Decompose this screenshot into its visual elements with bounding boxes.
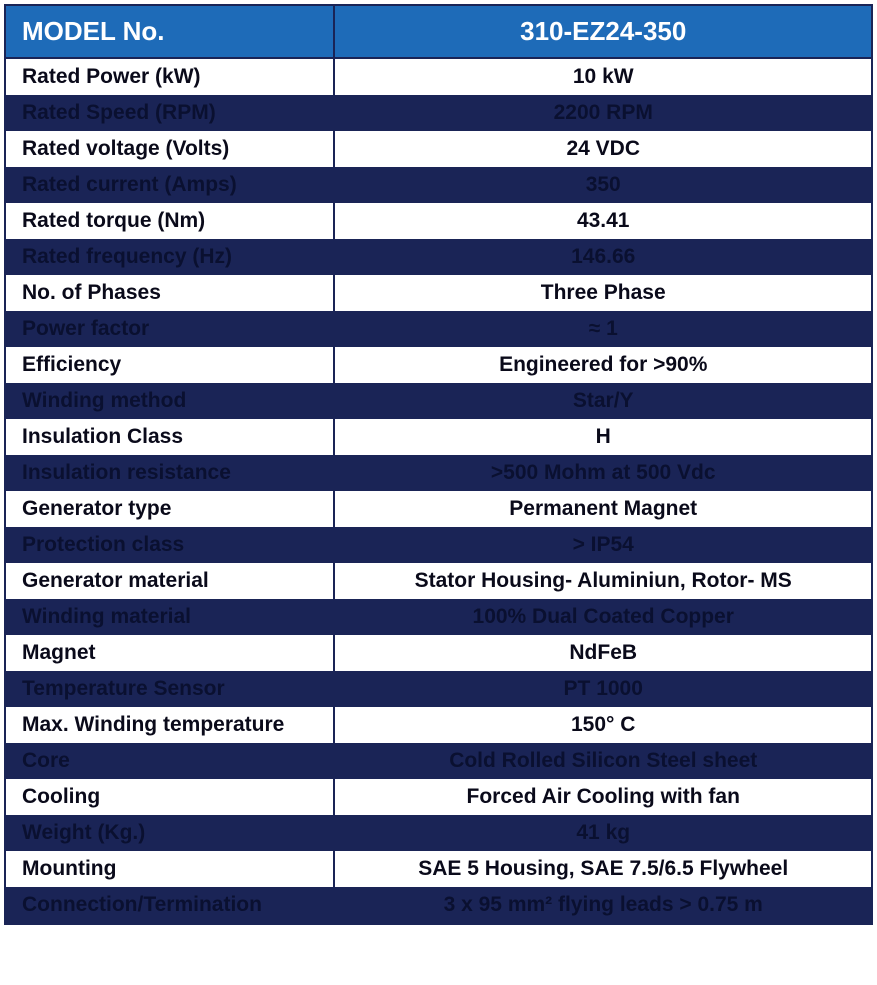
table-row: MagnetNdFeB — [5, 635, 872, 671]
spec-label: Winding material — [5, 599, 334, 635]
spec-label: Protection class — [5, 527, 334, 563]
spec-label: Rated Power (kW) — [5, 58, 334, 95]
spec-value: H — [334, 419, 872, 455]
table-row: Rated voltage (Volts)24 VDC — [5, 131, 872, 167]
table-row: Insulation ClassH — [5, 419, 872, 455]
spec-label: Rated frequency (Hz) — [5, 239, 334, 275]
header-row: MODEL No. 310-EZ24-350 — [5, 5, 872, 58]
spec-label: Insulation Class — [5, 419, 334, 455]
spec-label: Generator type — [5, 491, 334, 527]
spec-label: No. of Phases — [5, 275, 334, 311]
spec-value: PT 1000 — [334, 671, 872, 707]
spec-value: 24 VDC — [334, 131, 872, 167]
table-row: Temperature SensorPT 1000 — [5, 671, 872, 707]
table-row: Generator typePermanent Magnet — [5, 491, 872, 527]
spec-label: Cooling — [5, 779, 334, 815]
spec-value: ≈ 1 — [334, 311, 872, 347]
spec-value: 3 x 95 mm² flying leads > 0.75 m — [334, 887, 872, 924]
spec-label: Rated Speed (RPM) — [5, 95, 334, 131]
spec-label: Power factor — [5, 311, 334, 347]
header-value: 310-EZ24-350 — [334, 5, 872, 58]
spec-value: Star/Y — [334, 383, 872, 419]
spec-label: Rated current (Amps) — [5, 167, 334, 203]
table-row: Rated current (Amps)350 — [5, 167, 872, 203]
spec-label: Generator material — [5, 563, 334, 599]
spec-value: Forced Air Cooling with fan — [334, 779, 872, 815]
spec-value: 150° C — [334, 707, 872, 743]
spec-value: 10 kW — [334, 58, 872, 95]
spec-label: Magnet — [5, 635, 334, 671]
table-row: CoolingForced Air Cooling with fan — [5, 779, 872, 815]
spec-value: 41 kg — [334, 815, 872, 851]
spec-body: Rated Power (kW)10 kWRated Speed (RPM)22… — [5, 58, 872, 924]
table-row: Winding methodStar/Y — [5, 383, 872, 419]
spec-value: Cold Rolled Silicon Steel sheet — [334, 743, 872, 779]
table-row: Rated torque (Nm)43.41 — [5, 203, 872, 239]
spec-value: Three Phase — [334, 275, 872, 311]
table-row: EfficiencyEngineered for >90% — [5, 347, 872, 383]
spec-value: 43.41 — [334, 203, 872, 239]
table-row: Max. Winding temperature150° C — [5, 707, 872, 743]
spec-label: Mounting — [5, 851, 334, 887]
spec-value: >500 Mohm at 500 Vdc — [334, 455, 872, 491]
spec-label: Rated voltage (Volts) — [5, 131, 334, 167]
spec-value: 146.66 — [334, 239, 872, 275]
table-row: Rated Power (kW)10 kW — [5, 58, 872, 95]
spec-value: > IP54 — [334, 527, 872, 563]
table-row: MountingSAE 5 Housing, SAE 7.5/6.5 Flywh… — [5, 851, 872, 887]
spec-value: Engineered for >90% — [334, 347, 872, 383]
spec-label: Winding method — [5, 383, 334, 419]
table-row: Connection/Termination3 x 95 mm² flying … — [5, 887, 872, 924]
table-row: CoreCold Rolled Silicon Steel sheet — [5, 743, 872, 779]
table-row: Protection class> IP54 — [5, 527, 872, 563]
spec-label: Max. Winding temperature — [5, 707, 334, 743]
table-row: Generator materialStator Housing- Alumin… — [5, 563, 872, 599]
spec-value: 2200 RPM — [334, 95, 872, 131]
spec-value: Stator Housing- Aluminiun, Rotor- MS — [334, 563, 872, 599]
spec-value: 100% Dual Coated Copper — [334, 599, 872, 635]
spec-label: Temperature Sensor — [5, 671, 334, 707]
table-row: Weight (Kg.)41 kg — [5, 815, 872, 851]
spec-value: SAE 5 Housing, SAE 7.5/6.5 Flywheel — [334, 851, 872, 887]
spec-label: Efficiency — [5, 347, 334, 383]
spec-label: Insulation resistance — [5, 455, 334, 491]
spec-value: NdFeB — [334, 635, 872, 671]
table-row: Power factor≈ 1 — [5, 311, 872, 347]
table-row: No. of PhasesThree Phase — [5, 275, 872, 311]
spec-label: Weight (Kg.) — [5, 815, 334, 851]
spec-value: 350 — [334, 167, 872, 203]
spec-table: MODEL No. 310-EZ24-350 Rated Power (kW)1… — [4, 4, 873, 925]
spec-label: Rated torque (Nm) — [5, 203, 334, 239]
spec-label: Connection/Termination — [5, 887, 334, 924]
table-row: Rated frequency (Hz)146.66 — [5, 239, 872, 275]
header-label: MODEL No. — [5, 5, 334, 58]
spec-value: Permanent Magnet — [334, 491, 872, 527]
spec-label: Core — [5, 743, 334, 779]
table-row: Insulation resistance>500 Mohm at 500 Vd… — [5, 455, 872, 491]
table-row: Winding material100% Dual Coated Copper — [5, 599, 872, 635]
table-row: Rated Speed (RPM)2200 RPM — [5, 95, 872, 131]
